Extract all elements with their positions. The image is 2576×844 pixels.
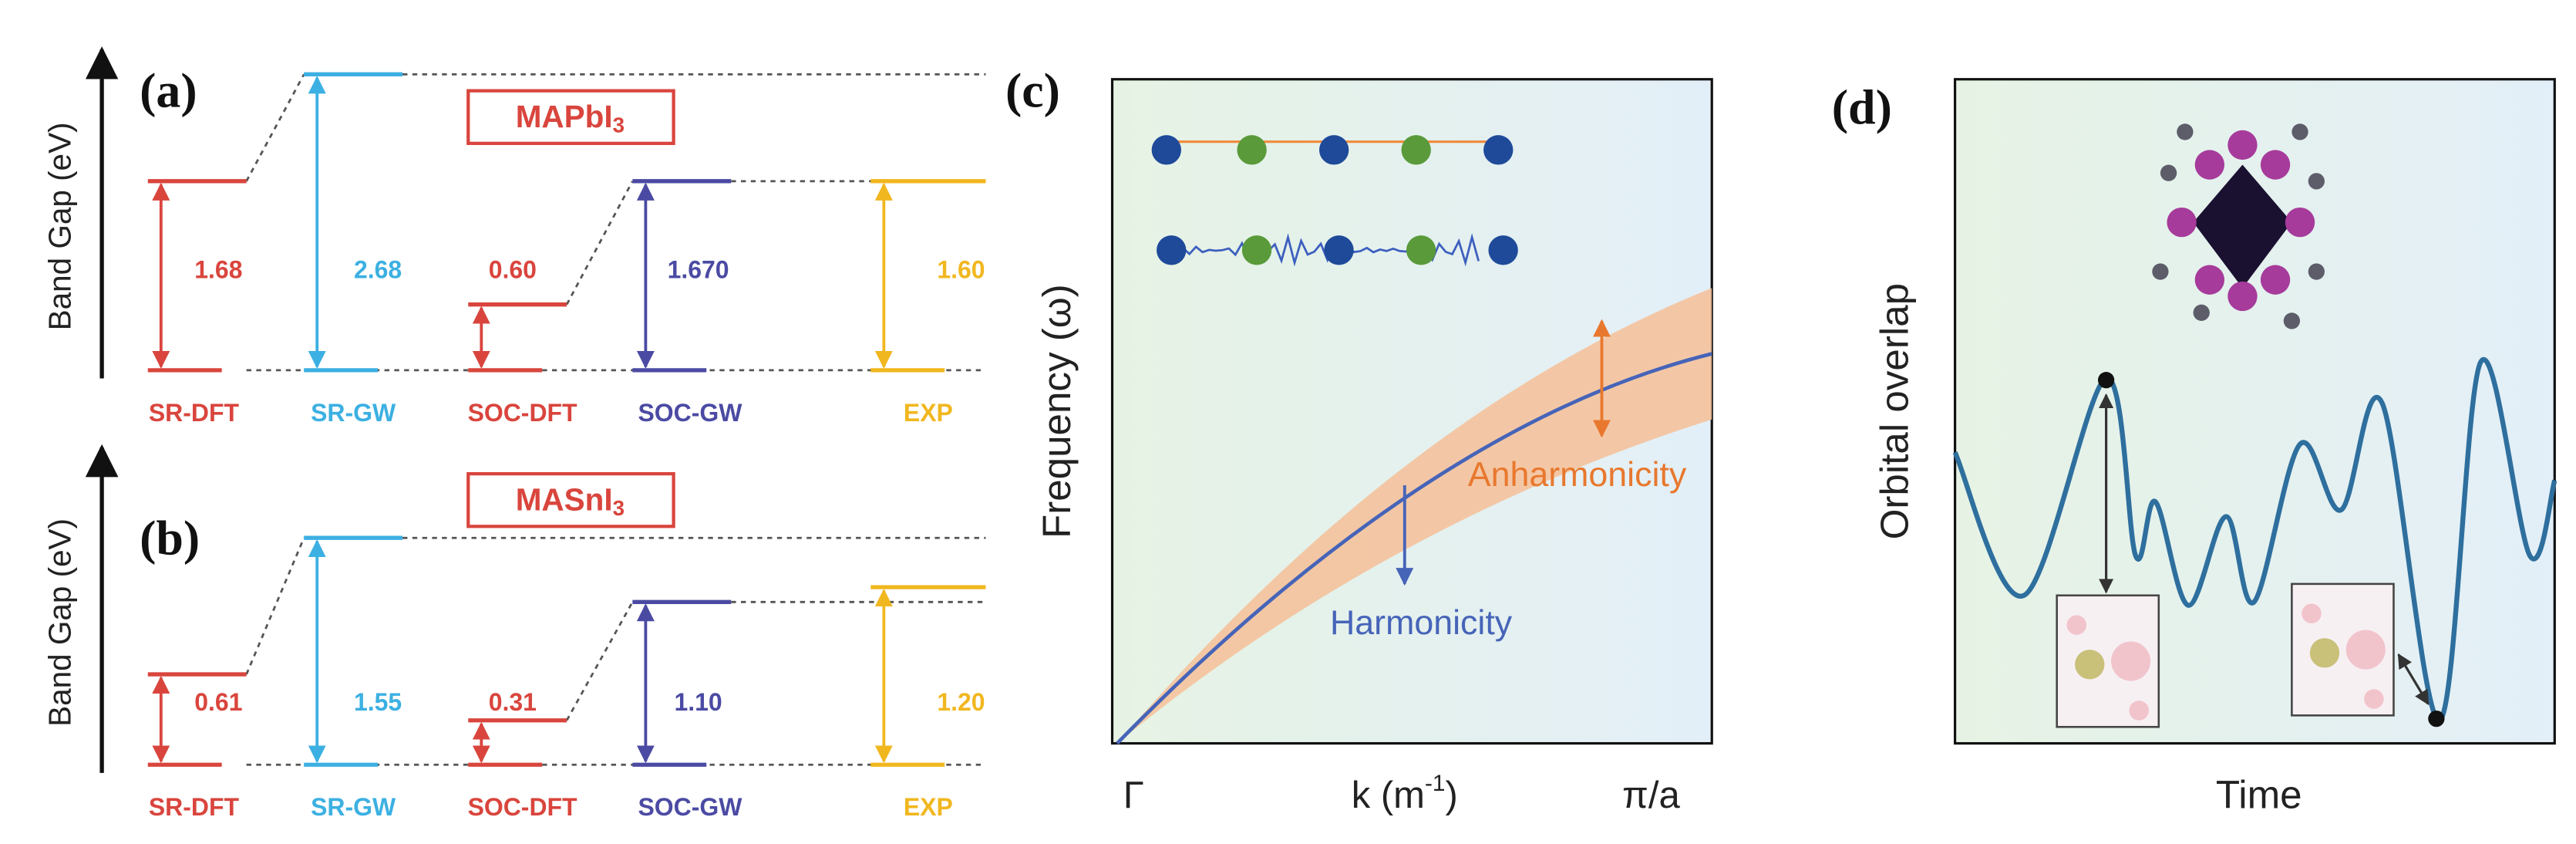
x-label-end: ): [1446, 775, 1458, 816]
atom: [2364, 689, 2384, 709]
gap-value: 1.20: [937, 688, 985, 716]
y-axis-label: Orbital overlap: [1873, 283, 1917, 539]
line: [565, 601, 634, 721]
panel-label: (d): [1832, 79, 1892, 134]
atom: [2291, 123, 2308, 140]
atom: [2129, 701, 2150, 721]
atom: [2227, 130, 2258, 160]
gap-value: 1.60: [937, 255, 985, 283]
overlap-curve: [1952, 356, 2557, 723]
atom: [2177, 123, 2194, 140]
method-name: EXP: [904, 793, 953, 821]
method-name: SOC-GW: [638, 793, 742, 821]
panel-label: (b): [140, 510, 200, 565]
octahedron: [2193, 164, 2292, 289]
atom: [2260, 265, 2291, 295]
atom: [2308, 263, 2325, 280]
material-name: MASnI3: [516, 481, 625, 520]
atom: [1241, 235, 1272, 265]
gap-value: 1.10: [674, 688, 722, 716]
method-name: SR-DFT: [149, 793, 240, 821]
atom: [1157, 235, 1187, 265]
annotation: Harmonicity: [1330, 603, 1513, 642]
atom: [2302, 603, 2322, 624]
atom: [2345, 630, 2386, 670]
plot-area: [1953, 78, 2556, 745]
gap-value: 0.61: [194, 688, 242, 716]
x-tick-label: Γ: [1123, 775, 1144, 816]
y-axis-label: Band Gap (eV): [42, 122, 78, 330]
gap-value: 0.31: [489, 688, 537, 716]
material-subscript: 3: [613, 113, 625, 137]
gap-value: 1.55: [354, 688, 402, 716]
line: [245, 73, 305, 182]
atom: [2283, 312, 2301, 329]
atom: [2152, 263, 2169, 280]
atom: [2194, 265, 2225, 295]
method-name: SOC-GW: [638, 399, 742, 427]
method-name: SOC-DFT: [468, 793, 577, 821]
atom: [2167, 207, 2197, 238]
atom: [2111, 641, 2151, 681]
atom: [1151, 135, 1182, 165]
atom: [1488, 235, 1518, 265]
gap-value: 1.670: [668, 255, 729, 283]
material-box: [466, 89, 675, 145]
gap-value: 2.68: [354, 255, 402, 283]
atom: [2285, 207, 2315, 238]
atom: [1401, 135, 1431, 165]
panel-label: (c): [1005, 63, 1060, 118]
x-axis-label: Time: [2216, 772, 2302, 816]
line: [565, 181, 634, 306]
x-label-text: k (m: [1352, 775, 1425, 816]
material-text: MAPbI: [516, 99, 613, 134]
panel-label: (a): [140, 63, 197, 118]
y-axis-label: Band Gap (eV): [42, 518, 78, 727]
atom: [1237, 135, 1267, 165]
method-name: SR-DFT: [149, 399, 240, 427]
y-axis-label: Frequency (ω): [1035, 284, 1079, 538]
atom: [2075, 650, 2105, 680]
atom: [2066, 615, 2087, 635]
dispersion-curve: [1116, 352, 1712, 745]
annotation: Anharmonicity: [1468, 455, 1687, 494]
pointer: [2397, 653, 2430, 706]
marker-dot: [2097, 372, 2115, 389]
atom: [1318, 135, 1349, 165]
method-name: SR-GW: [311, 793, 396, 821]
atom: [2160, 164, 2177, 181]
atom: [2227, 281, 2258, 312]
atom: [1406, 235, 1436, 265]
atom: [2193, 304, 2210, 321]
x-tick-label: π/a: [1622, 775, 1680, 816]
atom: [2308, 173, 2325, 190]
x-label-sup: -1: [1425, 771, 1446, 796]
material-box: [466, 471, 675, 528]
material-subscript: 3: [613, 496, 625, 520]
gap-value: 0.60: [489, 255, 537, 283]
atom: [2309, 638, 2340, 668]
material-text: MASnI: [516, 481, 613, 517]
atom: [1483, 135, 1514, 165]
atom: [2194, 150, 2225, 180]
gap-value: 1.68: [194, 255, 242, 283]
marker-dot: [2428, 710, 2445, 728]
material-name: MAPbI3: [516, 99, 625, 137]
line: [245, 537, 305, 675]
x-axis-label: k (m-1): [1352, 771, 1458, 816]
atom: [1324, 235, 1354, 265]
method-name: SR-GW: [311, 399, 396, 427]
method-name: SOC-DFT: [468, 399, 577, 427]
anharmonic-band: [1116, 288, 1712, 744]
atom: [2260, 150, 2291, 180]
method-name: EXP: [904, 399, 953, 427]
